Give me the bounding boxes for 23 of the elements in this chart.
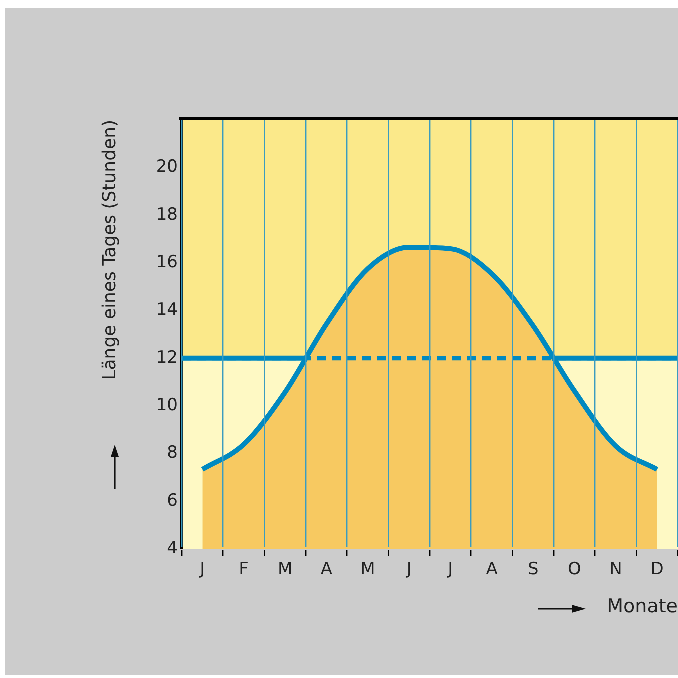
y-tick-label: 20 bbox=[156, 157, 178, 178]
y-tick-label: 16 bbox=[156, 252, 178, 272]
y-tick-label: 6 bbox=[167, 490, 178, 511]
x-tick-label: A bbox=[486, 560, 498, 580]
x-tick-label: J bbox=[447, 560, 454, 580]
y-tick-label: 14 bbox=[156, 300, 178, 320]
x-tick-label: M bbox=[360, 560, 376, 580]
x-tick-label: O bbox=[568, 560, 582, 580]
x-axis-title: Monate bbox=[607, 596, 678, 618]
x-tick-label: F bbox=[239, 560, 249, 580]
x-tick-label: M bbox=[278, 560, 293, 580]
y-axis-title: Länge eines Tages (Stunden) bbox=[99, 120, 120, 380]
x-tick-label: J bbox=[199, 560, 206, 580]
y-tick-label: 4 bbox=[167, 538, 178, 558]
x-tick-label: J bbox=[406, 560, 412, 580]
x-tick-label: A bbox=[320, 560, 333, 580]
x-tick-label: D bbox=[650, 560, 664, 580]
y-tick-label: 12 bbox=[156, 348, 178, 368]
x-tick-label: S bbox=[528, 560, 539, 580]
y-tick-label: 8 bbox=[167, 443, 178, 464]
y-tick-label: 10 bbox=[156, 395, 178, 416]
x-tick-label: N bbox=[610, 560, 622, 580]
y-tick-label: 18 bbox=[156, 204, 178, 225]
